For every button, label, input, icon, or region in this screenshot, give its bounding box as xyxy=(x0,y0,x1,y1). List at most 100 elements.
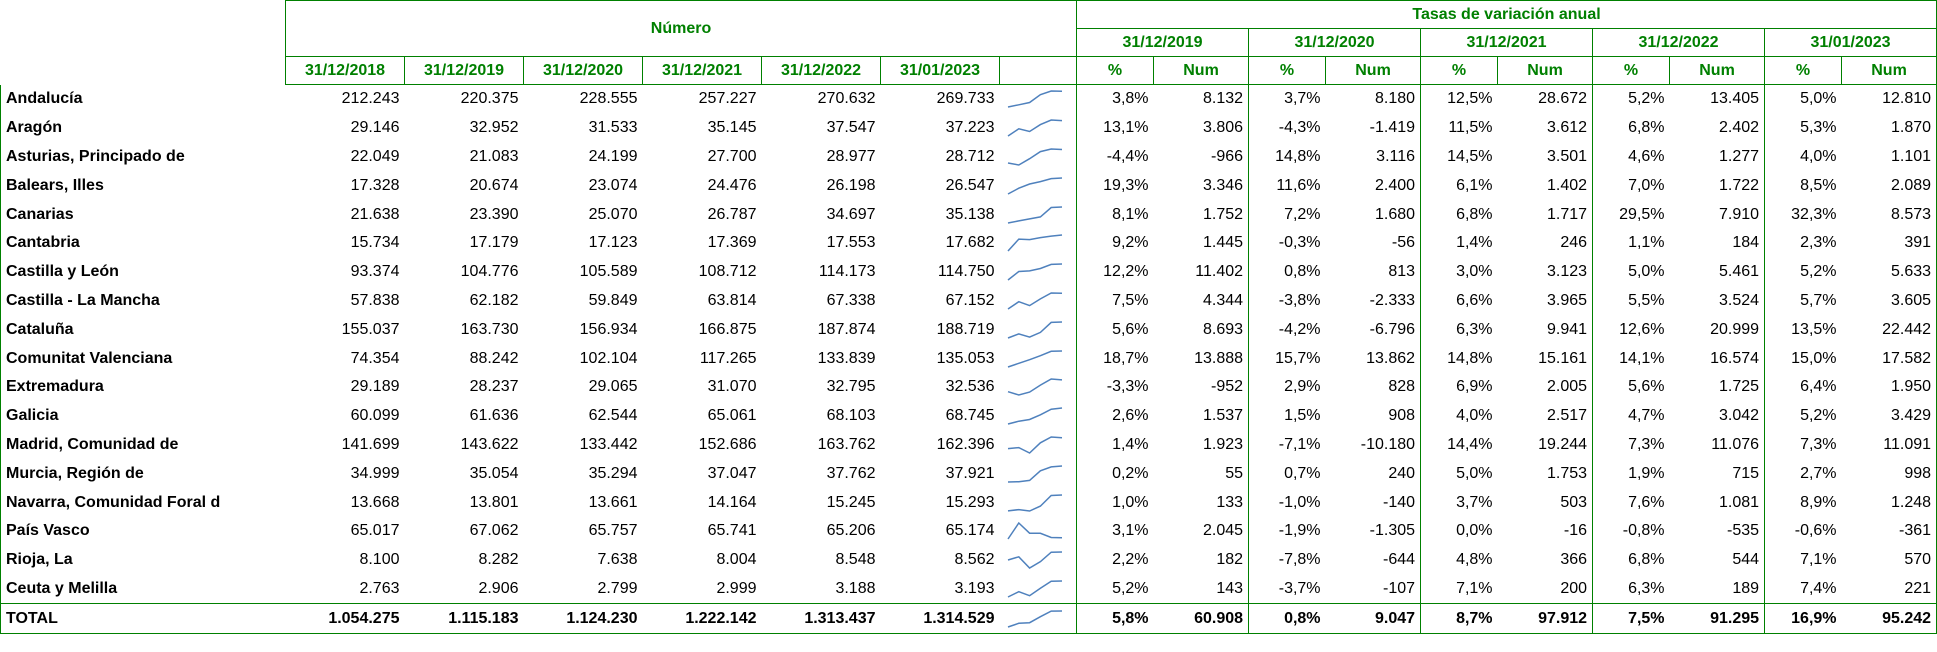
rate-num-cell: 91.295 xyxy=(1669,603,1766,635)
group-header: Número xyxy=(284,0,1078,57)
rate-num-cell: 221 xyxy=(1841,574,1937,604)
rate-num-cell: 1.752 xyxy=(1153,200,1250,229)
value-cell: 22.049 xyxy=(350,147,400,165)
sparkline xyxy=(1007,177,1062,195)
rate-pct-cell: -3,8% xyxy=(1278,291,1321,309)
rate-num-cell: 2.400 xyxy=(1325,171,1422,201)
sparkline xyxy=(1007,436,1062,454)
rate-pct-cell: 1,4% xyxy=(1112,435,1149,453)
sparkline-line xyxy=(1007,292,1062,310)
table-row: TOTAL 1.054.275 1.115.183 1.124.230 1.222.14… xyxy=(0,603,1937,635)
rate-date-header: 31/12/2022 xyxy=(1592,28,1766,57)
sub-header: Num xyxy=(1841,56,1937,85)
value-cell: 13.801 xyxy=(469,493,519,511)
value-cell: 28.977 xyxy=(826,147,876,165)
value-cell: 65.174 xyxy=(945,522,995,540)
sparkline-line xyxy=(1007,609,1062,628)
date-header: 31/01/2023 xyxy=(880,56,1000,85)
rate-num-cell: 11.402 xyxy=(1153,257,1250,287)
rate-num-cell: 3.965 xyxy=(1497,286,1594,316)
rate-date-header: 31/01/2023 xyxy=(1764,28,1937,57)
row-label: Canarias xyxy=(0,200,286,229)
rate-pct-cell: 12,6% xyxy=(1619,320,1665,338)
value-cell: 25.070 xyxy=(588,205,638,223)
rate-num-cell: 4.344 xyxy=(1153,286,1250,316)
value-cell: 141.699 xyxy=(341,435,400,453)
table-row: Castilla y León 93.374 104.776 105.589 108.7… xyxy=(0,257,1937,287)
rate-num-cell: 1.248 xyxy=(1841,488,1937,517)
rate-num-cell: 3.042 xyxy=(1669,401,1766,431)
rate-pct-cell: 1,9% xyxy=(1628,464,1665,482)
rate-pct-cell: 4,0% xyxy=(1800,147,1837,165)
rate-num-cell: 3.346 xyxy=(1153,171,1250,201)
rate-pct-cell: 3,7% xyxy=(1456,493,1493,511)
sparkline xyxy=(1007,90,1062,109)
value-cell: 28.237 xyxy=(469,378,519,396)
rate-pct-cell: 7,2% xyxy=(1284,205,1321,223)
value-cell: 104.776 xyxy=(460,263,519,281)
corner xyxy=(1,57,286,85)
rate-num-cell: 11.076 xyxy=(1669,430,1766,460)
rate-pct-cell: 4,0% xyxy=(1456,407,1493,425)
rate-pct-cell: 3,0% xyxy=(1456,263,1493,281)
rate-num-cell: -1.305 xyxy=(1325,516,1422,546)
rate-pct-cell: -7,8% xyxy=(1278,551,1321,569)
date-header: 31/12/2018 xyxy=(285,56,405,85)
rate-num-cell: 1.923 xyxy=(1153,430,1250,460)
table-row: Galicia 60.099 61.636 62.544 65.061 68.103 68.… xyxy=(0,401,1937,431)
value-cell: 37.762 xyxy=(826,464,876,482)
rate-pct-cell: 8,7% xyxy=(1420,603,1498,635)
value-cell: 31.070 xyxy=(707,378,757,396)
sparkline-cell xyxy=(999,516,1078,546)
value-cell: 14.164 xyxy=(707,493,757,511)
value-cell: 163.730 xyxy=(460,320,519,338)
rate-num-cell: -1.419 xyxy=(1325,113,1422,143)
value-cell: 57.838 xyxy=(350,291,400,309)
sparkline-line xyxy=(1007,493,1062,512)
sparkline xyxy=(1007,551,1062,570)
group-header: Tasas de variación anual xyxy=(1076,0,1937,29)
sparkline-line xyxy=(1007,378,1062,397)
rate-pct-cell: 5,6% xyxy=(1628,378,1665,396)
value-cell: 34.999 xyxy=(350,464,400,482)
rate-num-cell: 2.517 xyxy=(1497,401,1594,431)
sparkline-cell xyxy=(999,113,1078,143)
rate-pct-cell: 0,7% xyxy=(1284,464,1321,482)
rate-num-cell: 1.680 xyxy=(1325,200,1422,229)
rate-pct-cell: 3,1% xyxy=(1112,522,1149,540)
sparkline xyxy=(1007,321,1062,339)
rate-num-cell: 11.091 xyxy=(1841,430,1937,460)
rate-pct-cell: 11,6% xyxy=(1276,176,1321,194)
rate-pct-cell: 18,7% xyxy=(1103,349,1149,367)
rate-num-cell: 2.402 xyxy=(1669,113,1766,143)
sparkline-cell xyxy=(999,372,1078,402)
rate-num-cell: 97.912 xyxy=(1497,603,1594,635)
row-label: Madrid, Comunidad de xyxy=(0,430,286,460)
value-cell: 23.390 xyxy=(469,205,519,223)
sparkline xyxy=(1007,465,1062,483)
rate-num-cell: 133 xyxy=(1153,488,1250,517)
row-label: Galicia xyxy=(0,401,286,431)
rate-pct-cell: 7,6% xyxy=(1628,493,1665,511)
rate-num-cell: 13.862 xyxy=(1325,344,1422,373)
value-cell: 228.555 xyxy=(579,90,638,108)
rate-pct-cell: 0,8% xyxy=(1284,263,1321,281)
sparkline-line xyxy=(1007,263,1062,281)
rate-pct-cell: 6,4% xyxy=(1800,378,1837,396)
rate-num-cell: 240 xyxy=(1325,459,1422,489)
rate-date-header: 31/12/2020 xyxy=(1248,28,1422,57)
rate-num-cell: 1.950 xyxy=(1841,372,1937,402)
value-cell: 8.548 xyxy=(835,551,876,569)
rate-pct-cell: 6,8% xyxy=(1628,551,1665,569)
value-cell: 61.636 xyxy=(469,407,519,425)
rate-num-cell: 3.605 xyxy=(1841,286,1937,316)
sparkline-line xyxy=(1007,90,1062,109)
value-cell: 2.906 xyxy=(478,579,519,597)
value-cell: 35.145 xyxy=(707,119,757,137)
sparkline xyxy=(1007,378,1062,397)
rate-num-cell: 9.941 xyxy=(1497,315,1594,345)
rate-pct-cell: 2,2% xyxy=(1112,551,1149,569)
row-label: Rioja, La xyxy=(0,545,286,575)
rate-pct-cell: 9,2% xyxy=(1112,234,1149,252)
corner xyxy=(1,29,286,57)
